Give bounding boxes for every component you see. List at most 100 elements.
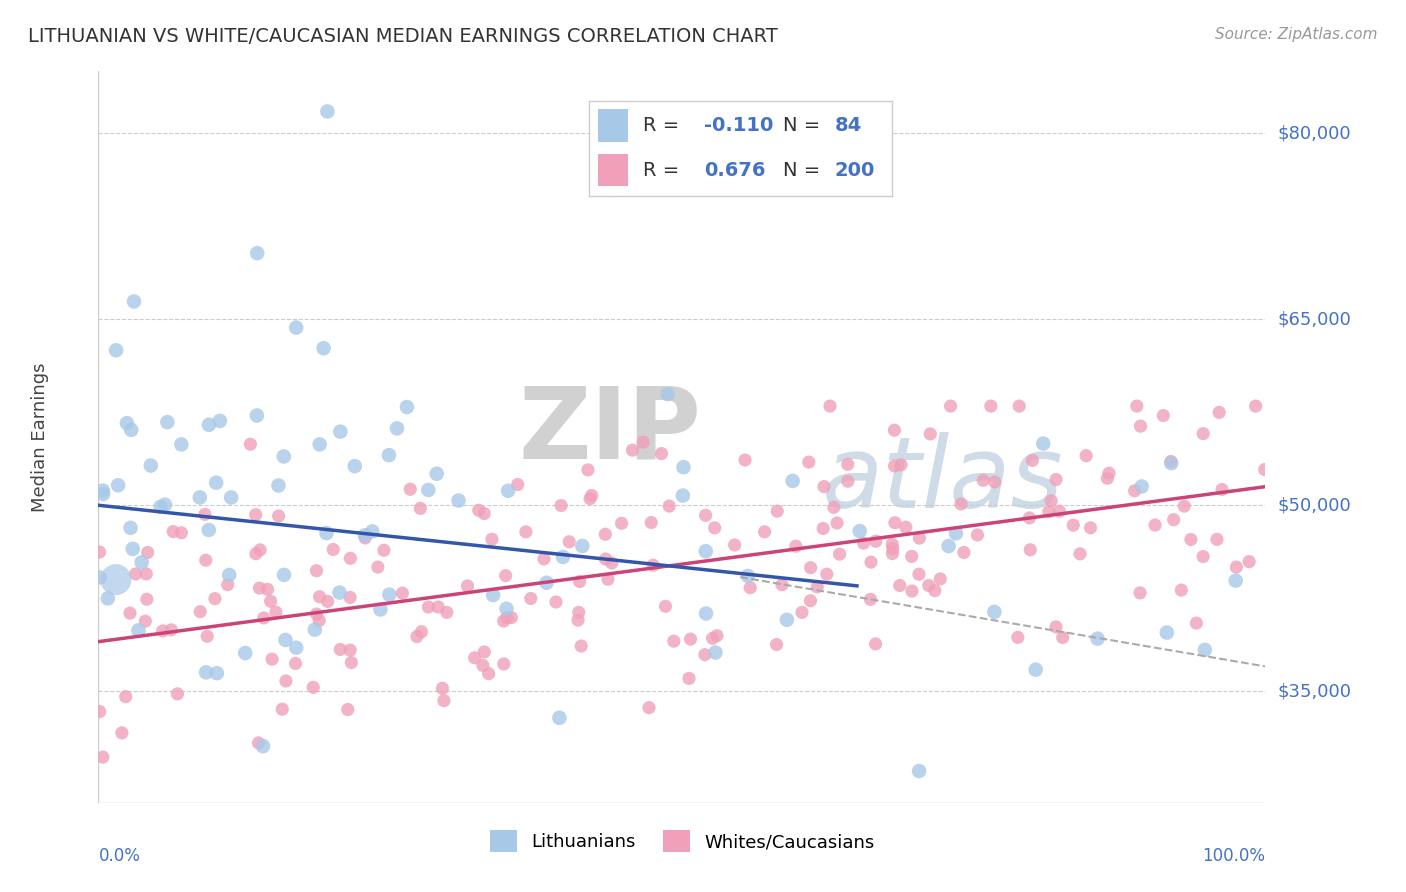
Point (882, 547, 904, 561)
Point (785, 539, 807, 553)
Point (678, 672, 700, 686)
Point (1040, 493, 1063, 508)
Point (249, 581, 271, 595)
Point (1076, 449, 1098, 463)
Point (131, 555, 153, 569)
Point (391, 586, 413, 600)
Point (1160, 456, 1182, 470)
Point (253, 611, 276, 625)
Point (949, 497, 972, 511)
Point (900, 549, 922, 564)
Point (1206, 533, 1229, 547)
Point (818, 399, 841, 413)
Point (811, 521, 834, 535)
Point (378, 448, 401, 462)
Point (339, 551, 361, 566)
Point (920, 426, 942, 441)
Point (482, 588, 505, 602)
Point (631, 435, 654, 450)
Point (980, 399, 1002, 413)
Point (308, 590, 330, 604)
Point (492, 614, 515, 628)
Point (579, 491, 602, 506)
Point (121, 541, 143, 556)
Point (703, 521, 725, 535)
Point (267, 478, 290, 492)
Point (322, 542, 344, 557)
Point (120, 423, 142, 437)
Point (315, 526, 337, 541)
Point (813, 480, 835, 494)
Point (610, 516, 633, 531)
Point (198, 417, 221, 432)
Point (399, 483, 422, 497)
Point (569, 639, 592, 653)
Point (246, 409, 269, 423)
Point (1173, 499, 1195, 513)
Point (162, 524, 184, 539)
Point (695, 544, 717, 558)
Point (643, 558, 665, 573)
Point (754, 524, 776, 539)
Point (908, 531, 931, 545)
Point (122, 294, 145, 309)
Point (139, 458, 162, 473)
Point (197, 523, 219, 537)
Point (114, 690, 136, 704)
Point (1160, 454, 1182, 468)
Point (481, 533, 503, 547)
Point (273, 450, 295, 464)
Point (496, 483, 519, 498)
Point (464, 650, 486, 665)
Point (1123, 483, 1146, 498)
Point (1244, 399, 1267, 413)
Point (433, 694, 456, 708)
Point (262, 652, 284, 666)
Point (567, 613, 589, 627)
Point (1021, 453, 1043, 467)
Point (152, 624, 174, 638)
Point (1144, 518, 1167, 533)
Point (312, 341, 335, 355)
Point (308, 614, 330, 628)
Point (548, 711, 571, 725)
Text: 0.0%: 0.0% (98, 847, 141, 864)
Point (472, 507, 495, 521)
Point (894, 520, 917, 534)
Legend: Lithuanians, Whites/Caucasians: Lithuanians, Whites/Caucasians (482, 823, 882, 860)
Point (1156, 625, 1178, 640)
Point (136, 545, 159, 559)
Point (1098, 466, 1121, 480)
Point (520, 591, 543, 606)
Point (550, 499, 572, 513)
Point (837, 475, 859, 489)
Point (852, 536, 875, 550)
Text: ZIP: ZIP (519, 383, 702, 479)
Point (245, 508, 267, 522)
Point (929, 572, 952, 586)
Point (581, 488, 603, 502)
Point (501, 610, 523, 624)
Point (89, 570, 111, 584)
Point (343, 459, 366, 474)
Point (924, 583, 946, 598)
Point (104, 573, 127, 587)
Point (551, 549, 574, 564)
Point (983, 605, 1005, 619)
Point (127, 624, 149, 638)
Point (218, 568, 240, 582)
Point (1185, 616, 1208, 631)
Point (848, 524, 870, 538)
Text: Median Earnings: Median Earnings (31, 362, 49, 512)
Point (737, 569, 759, 583)
Point (471, 658, 494, 673)
Point (274, 673, 297, 688)
Point (285, 640, 308, 655)
Point (305, 564, 328, 578)
Point (91, 483, 114, 498)
Point (865, 534, 887, 549)
Point (249, 542, 271, 557)
Point (195, 665, 218, 680)
Point (595, 527, 617, 541)
Point (1170, 583, 1192, 598)
